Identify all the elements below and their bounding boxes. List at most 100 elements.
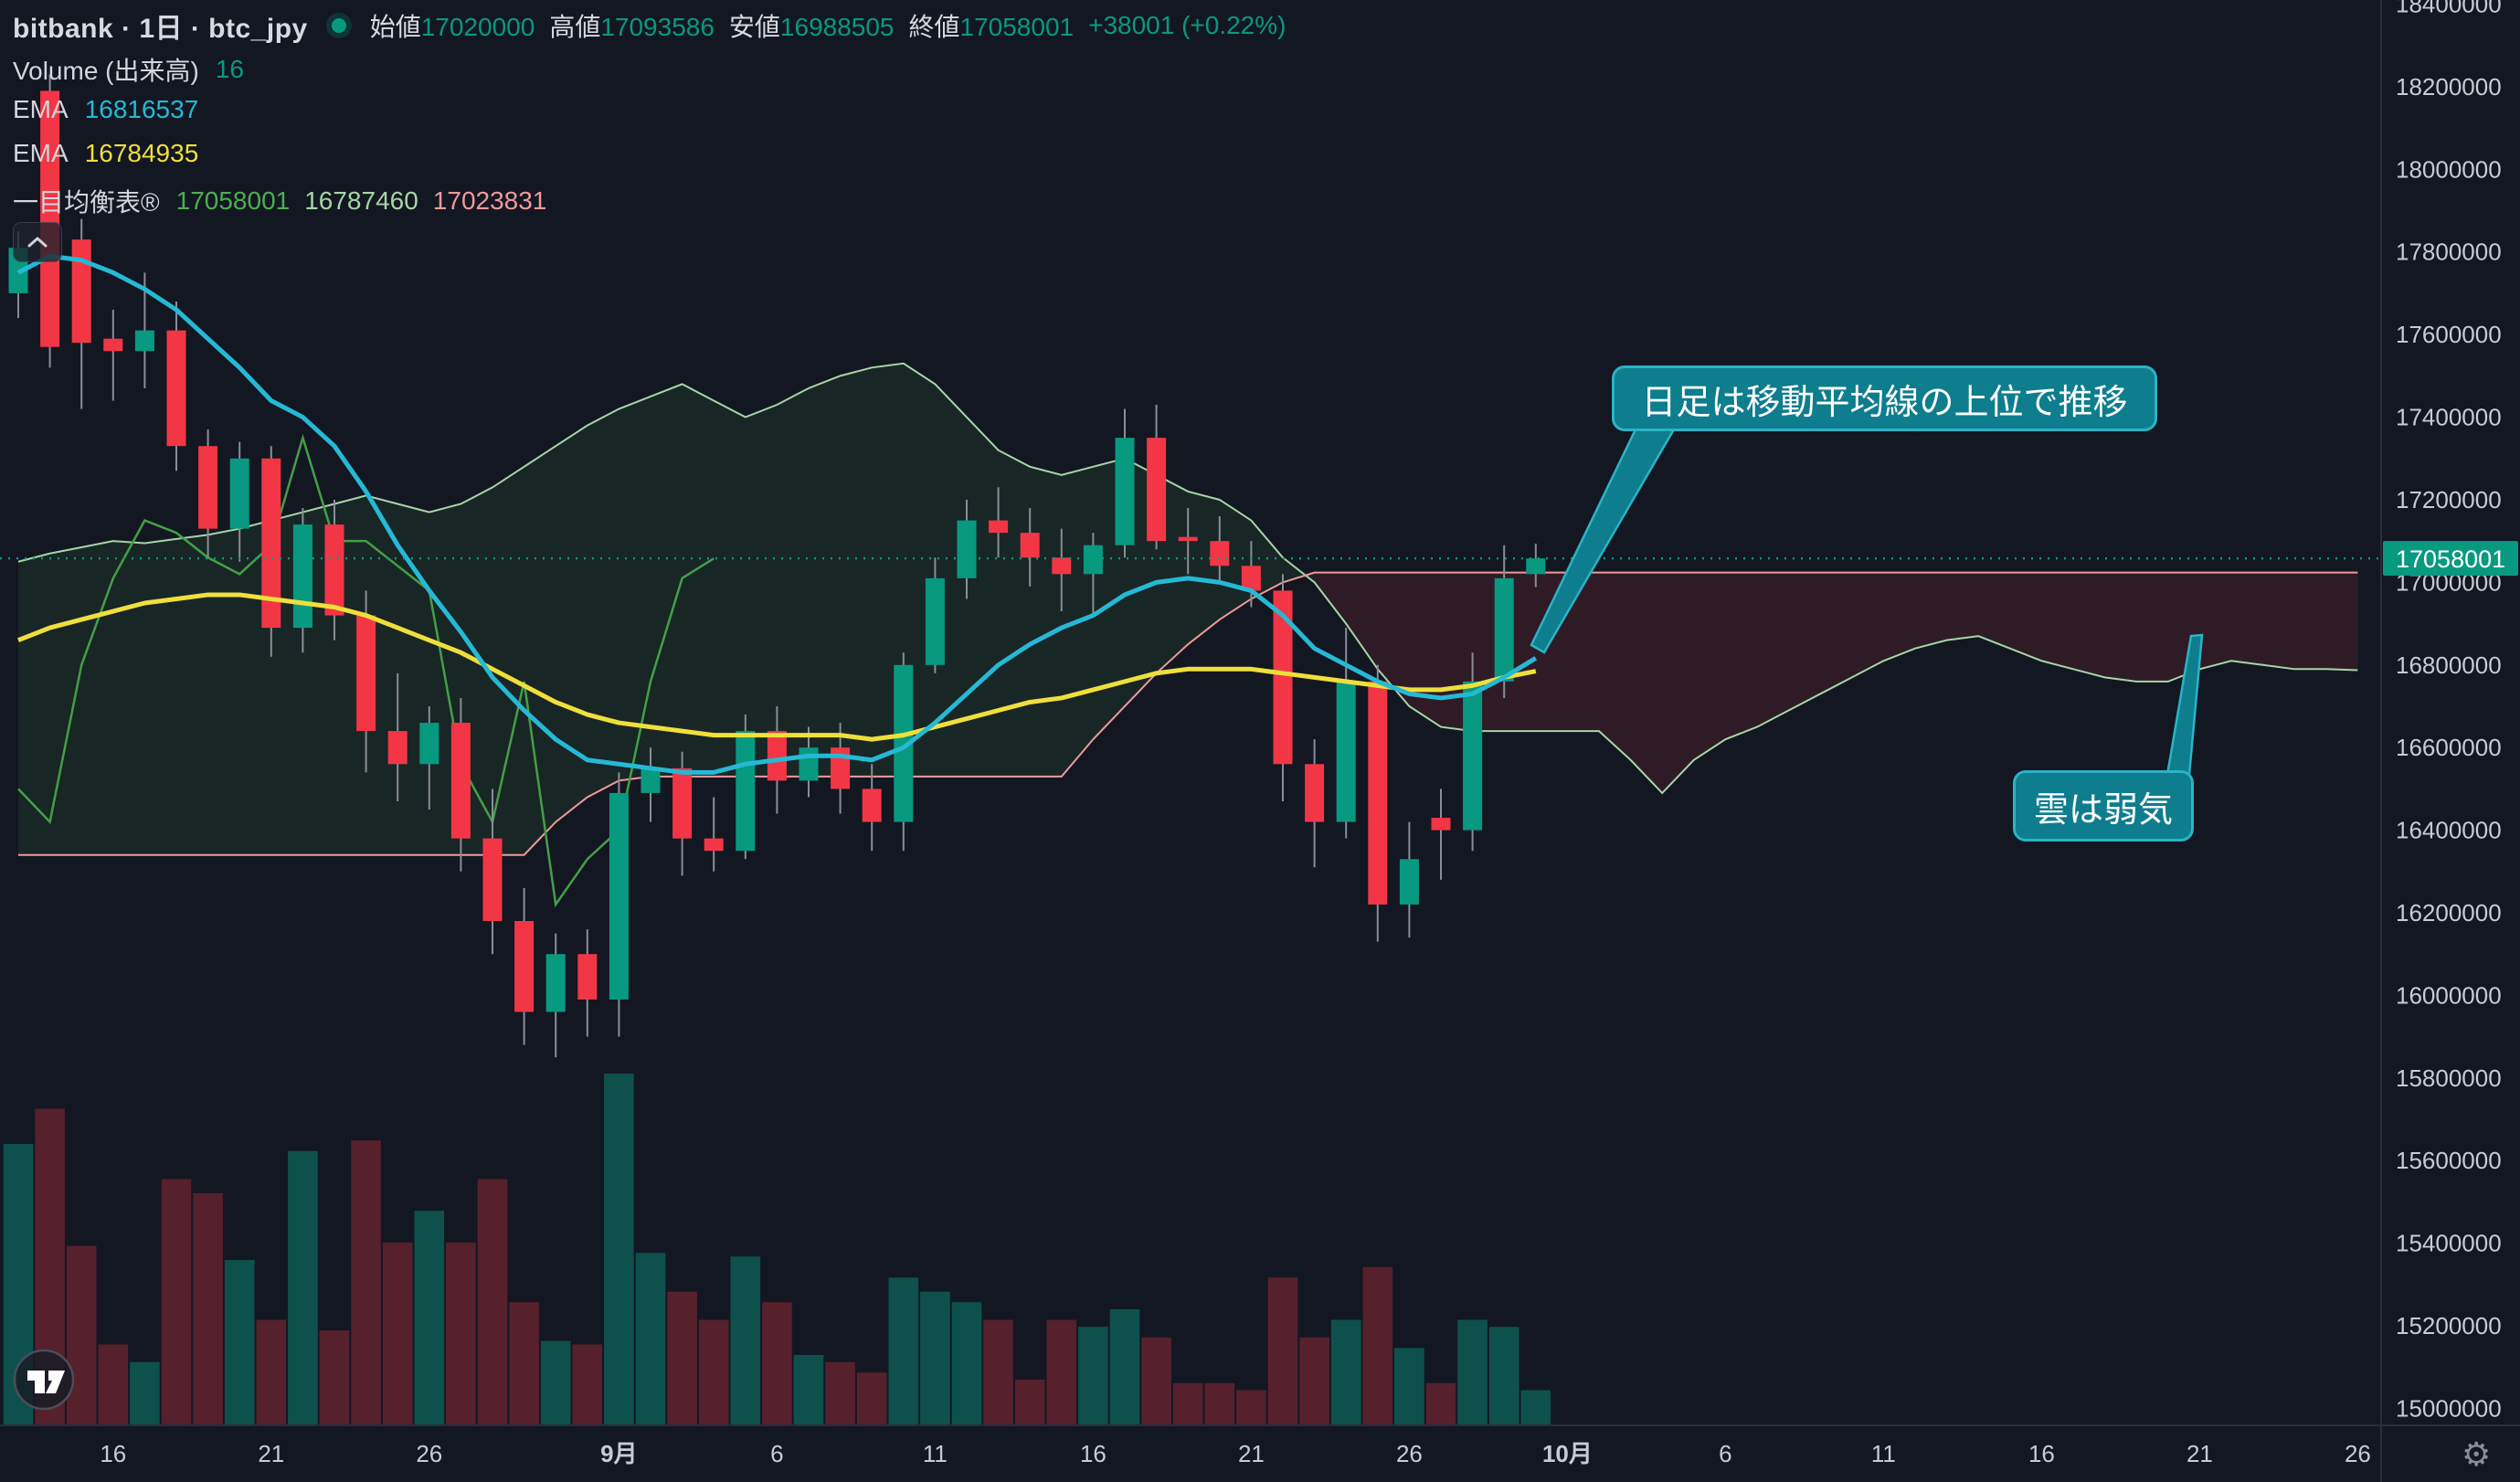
volume-bar xyxy=(983,1319,1013,1425)
legend-volume[interactable]: Volume (出来高) 16 xyxy=(13,55,244,85)
time-tick-label: 16 xyxy=(1080,1440,1106,1467)
candle-body xyxy=(799,747,819,781)
volume-bar xyxy=(730,1256,761,1425)
senkou-b-line xyxy=(18,571,2358,856)
market-status-dot-icon[interactable] xyxy=(331,18,346,33)
symbol-title[interactable]: bitbank · 1日 · btc_jpy xyxy=(13,14,308,44)
ichimoku-senkou-b-value: 17023831 xyxy=(432,186,547,215)
volume-bar xyxy=(825,1361,855,1425)
price-axis[interactable]: 18400000 18200000 18000000 17800000 17600000… xyxy=(2383,0,2518,1422)
candle-body xyxy=(324,524,344,616)
volume-bar xyxy=(920,1291,950,1425)
price-tick-label: 18000000 xyxy=(2396,155,2502,183)
candle-body xyxy=(894,664,914,822)
callout-annotation-cloud[interactable]: 雲は弱気 xyxy=(2013,770,2194,842)
ichimoku-cloud xyxy=(17,362,2358,908)
volume-bar xyxy=(1172,1382,1203,1425)
volume-bar xyxy=(1457,1319,1488,1425)
time-tick-label: 11 xyxy=(923,1440,948,1467)
volume-bar xyxy=(1109,1308,1140,1425)
candle-body xyxy=(545,954,566,1012)
time-tick-label: 10月 xyxy=(1542,1440,1593,1467)
price-tick-label: 15800000 xyxy=(2396,1064,2502,1092)
volume-bar xyxy=(477,1179,508,1425)
candle-body xyxy=(672,767,693,839)
volume-bar xyxy=(1488,1327,1519,1425)
candle-body xyxy=(261,458,281,629)
time-tick-label: 6 xyxy=(1719,1440,1731,1467)
candle-body xyxy=(641,767,661,793)
candle-body xyxy=(1241,566,1261,591)
candle-body xyxy=(609,792,629,1000)
volume-bar xyxy=(793,1355,824,1425)
time-axis[interactable]: 16 21 26 9月 6 11 16 21 26 10月 6 11 16 21 26 ⚙ xyxy=(100,1435,2491,1473)
price-tick-label: 15000000 xyxy=(2396,1394,2502,1422)
last-price-label: 17058001 xyxy=(2396,545,2505,573)
candle-body xyxy=(1147,438,1167,542)
candle-body xyxy=(704,838,724,852)
volume-bar xyxy=(698,1319,729,1425)
collapse-legend-button[interactable] xyxy=(13,222,62,262)
volume-value: 16 xyxy=(215,55,244,83)
chevron-up-icon xyxy=(27,237,48,248)
volume-bar xyxy=(130,1361,160,1425)
time-tick-label: 11 xyxy=(1871,1440,1896,1467)
volume-bar xyxy=(1425,1382,1456,1425)
volume-bar xyxy=(1267,1277,1298,1425)
legend-ichimoku[interactable]: 一目均衡表® 17058001 16787460 17023831 xyxy=(13,186,547,217)
volume-bar xyxy=(288,1150,318,1425)
price-tick-label: 16000000 xyxy=(2396,981,2502,1009)
volume-bar xyxy=(382,1242,413,1425)
candle-body xyxy=(1305,764,1325,822)
ichimoku-lagging-value: 17058001 xyxy=(175,186,291,215)
candle-body xyxy=(1210,541,1230,566)
price-tick-label: 17200000 xyxy=(2396,486,2502,513)
candle-body xyxy=(450,723,471,839)
time-tick-label: 16 xyxy=(2028,1440,2055,1467)
candle-body xyxy=(1115,438,1135,545)
time-tick-label: 21 xyxy=(258,1440,284,1467)
volume-bar xyxy=(319,1330,350,1425)
time-tick-label: 6 xyxy=(770,1440,783,1467)
legend-ema-slow[interactable]: EMA 16784935 xyxy=(13,139,199,167)
price-tick-label: 16400000 xyxy=(2396,817,2502,844)
chart-header: bitbank · 1日 · btc_jpy 始値17020000 高値1709… xyxy=(13,5,1286,46)
volume-bar xyxy=(66,1245,97,1425)
legend-ema-fast[interactable]: EMA 16816537 xyxy=(13,95,199,123)
candle-body xyxy=(134,330,154,352)
volume-bar xyxy=(1394,1348,1424,1425)
candle-body xyxy=(577,954,598,1000)
volume-bar xyxy=(1014,1379,1045,1425)
ema-fast-line xyxy=(16,253,1538,775)
ohlc-open: 始値17020000 xyxy=(369,13,535,41)
volume-bar xyxy=(667,1291,697,1425)
candle-body xyxy=(736,731,756,852)
candle-body xyxy=(925,577,945,665)
candle-body xyxy=(1399,859,1419,905)
candle-body xyxy=(1526,558,1546,575)
volume-bar xyxy=(1299,1337,1329,1425)
candle-body xyxy=(1020,533,1040,558)
tradingview-logo[interactable] xyxy=(13,1349,75,1411)
volume-bar xyxy=(193,1192,223,1425)
candle-body xyxy=(166,330,186,447)
volume-bars xyxy=(3,1074,1551,1425)
volume-bar xyxy=(446,1242,476,1425)
settings-gear-icon[interactable]: ⚙ xyxy=(2462,1435,2491,1473)
callout-annotation-ma[interactable]: 日足は移動平均線の上位で推移 xyxy=(1612,365,2157,431)
price-tick-label: 15600000 xyxy=(2396,1147,2502,1174)
volume-bar xyxy=(1141,1337,1171,1425)
chikou-line xyxy=(17,433,715,908)
candle-body xyxy=(1494,577,1514,682)
candle-body xyxy=(356,615,376,732)
volume-bar xyxy=(604,1074,634,1425)
ichimoku-senkou-a-value: 16787460 xyxy=(304,186,418,215)
volume-bar xyxy=(1046,1319,1077,1425)
candle-body xyxy=(229,458,249,529)
candle-body xyxy=(767,731,787,781)
candle-body xyxy=(1083,545,1103,575)
volume-bar xyxy=(856,1372,887,1425)
ohlc-high: 高値17093586 xyxy=(549,13,715,41)
volume-bar xyxy=(762,1302,792,1425)
